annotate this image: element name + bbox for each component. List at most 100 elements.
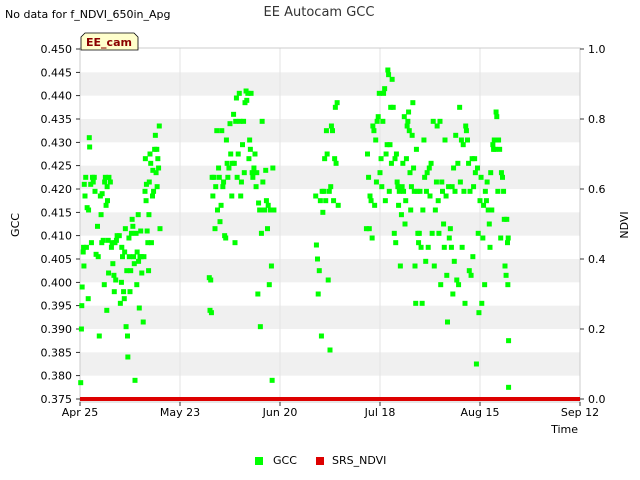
gcc-point: [370, 123, 376, 129]
gcc-point: [420, 207, 426, 213]
gcc-point: [404, 123, 410, 129]
gcc-point: [394, 179, 400, 185]
gcc-point: [325, 277, 331, 283]
gcc-point: [363, 226, 369, 232]
gcc-point: [408, 207, 414, 213]
gcc-points: [78, 67, 512, 390]
gcc-point: [317, 198, 323, 204]
gcc-point: [253, 184, 259, 190]
gcc-point: [225, 174, 231, 180]
gcc-point: [221, 179, 227, 185]
gcc-point: [497, 146, 503, 152]
gcc-point: [123, 324, 129, 330]
gcc-point: [104, 307, 110, 313]
gcc-point: [234, 174, 240, 180]
gcc-point: [155, 156, 161, 162]
gcc-point: [223, 137, 229, 143]
gcc-point: [382, 198, 388, 204]
gcc-point: [142, 188, 148, 194]
gcc-point: [399, 184, 405, 190]
gcc-point: [472, 170, 478, 176]
gcc-point: [143, 181, 149, 187]
gcc-point: [378, 156, 384, 162]
gcc-point: [259, 118, 265, 124]
gcc-point: [475, 165, 480, 171]
gcc-point: [451, 165, 457, 171]
gcc-point: [80, 249, 86, 255]
gcc-point: [156, 165, 162, 171]
gcc-point: [505, 235, 511, 241]
gcc-point: [148, 240, 154, 246]
gcc-point: [250, 174, 256, 180]
gcc-point: [382, 86, 388, 92]
gcc-point: [444, 272, 450, 278]
gcc-point: [496, 137, 502, 143]
gcc-point: [139, 270, 145, 276]
gcc-point: [462, 300, 468, 306]
gcc-point: [270, 165, 276, 171]
gcc-point: [116, 233, 122, 239]
gcc-point: [127, 289, 133, 295]
gcc-point: [457, 179, 463, 185]
gcc-point: [334, 100, 340, 106]
gcc-point: [463, 128, 469, 134]
y-tick-label: 0.415: [41, 206, 73, 219]
gcc-point: [249, 170, 255, 176]
gcc-point: [395, 184, 401, 190]
gcc-point: [376, 90, 382, 96]
x-tick-label: Sep 12: [561, 406, 599, 419]
gcc-point: [473, 361, 479, 367]
gcc-point: [487, 244, 493, 250]
gcc-point: [103, 202, 109, 208]
gcc-point: [125, 333, 130, 339]
gcc-point: [211, 174, 217, 180]
plot-background-bands: [80, 72, 580, 376]
gcc-point: [232, 240, 238, 246]
gcc-point: [430, 118, 436, 124]
gcc-point: [403, 156, 409, 162]
gcc-point: [119, 244, 125, 250]
gcc-point: [406, 128, 412, 134]
gcc-point: [113, 277, 119, 283]
gcc-point: [485, 207, 491, 213]
gcc-point: [460, 142, 466, 148]
gcc-point: [268, 263, 274, 269]
gcc-point: [412, 263, 418, 269]
gcc-point: [429, 230, 435, 236]
gcc-point: [102, 179, 108, 185]
gcc-point: [436, 230, 442, 236]
gcc-point: [327, 347, 333, 353]
gcc-point: [424, 170, 430, 176]
gcc-point: [433, 179, 439, 185]
band: [80, 259, 580, 283]
gcc-point: [81, 244, 87, 250]
gcc-point: [477, 198, 483, 204]
gcc-point: [101, 282, 107, 288]
gcc-point: [144, 228, 150, 234]
gcc-point: [131, 261, 137, 267]
gcc-point: [321, 188, 327, 194]
gcc-point: [244, 97, 250, 103]
gcc-point: [117, 300, 123, 306]
y2-tick-label: 0.4: [588, 253, 606, 266]
gcc-point: [267, 207, 273, 213]
gcc-point: [118, 279, 124, 285]
badge-shape: [80, 32, 139, 51]
gcc-point: [129, 216, 135, 222]
gcc-point: [396, 188, 402, 194]
gcc-point: [78, 326, 84, 332]
gcc-point: [143, 198, 149, 204]
gcc-point: [247, 137, 253, 143]
gcc-point: [386, 72, 392, 78]
y-axis-label: GCC: [9, 213, 22, 237]
gcc-point: [505, 240, 510, 246]
gcc-point: [486, 221, 492, 227]
gcc-point: [106, 270, 112, 276]
gcc-point: [384, 142, 390, 148]
gcc-point: [421, 137, 427, 143]
gcc-point: [241, 118, 247, 124]
gcc-point: [402, 221, 408, 227]
gcc-point: [153, 170, 159, 176]
gcc-point: [257, 207, 263, 213]
gcc-point: [426, 165, 432, 171]
